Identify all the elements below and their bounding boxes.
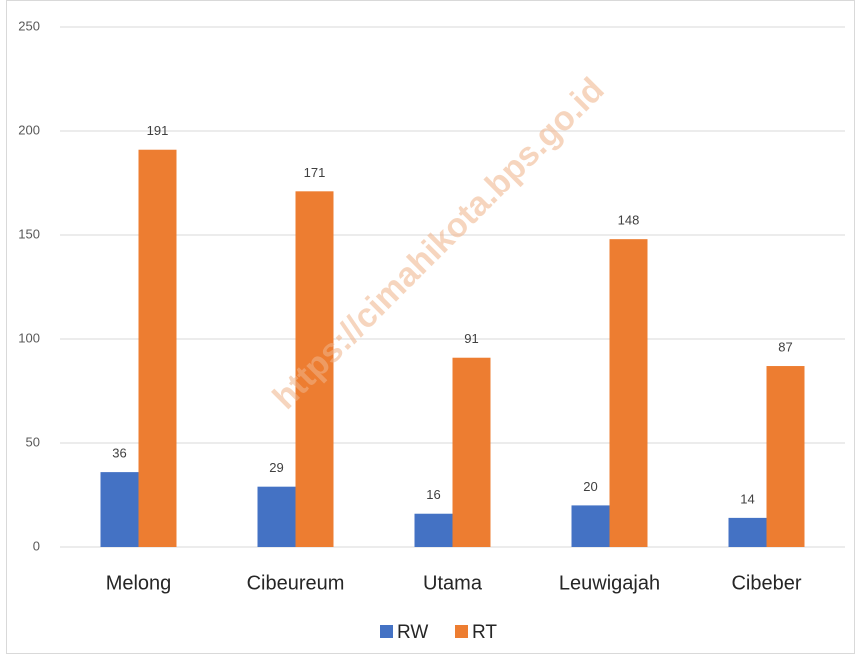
- bar: [452, 357, 491, 547]
- data-label: 191: [147, 123, 169, 138]
- bar: [138, 149, 177, 547]
- chart-border: [6, 0, 855, 654]
- y-tick-label: 150: [18, 226, 40, 241]
- bar: [257, 486, 296, 547]
- bar: [414, 513, 453, 547]
- y-tick-label: 0: [33, 538, 40, 553]
- data-label: 36: [112, 446, 126, 461]
- data-label: 148: [618, 213, 640, 228]
- x-tick-label: Melong: [106, 572, 172, 594]
- data-label: 29: [269, 460, 283, 475]
- bar: [571, 505, 610, 547]
- y-tick-label: 200: [18, 122, 40, 137]
- legend-label: RT: [472, 622, 497, 643]
- bar: [100, 472, 139, 547]
- y-tick-label: 50: [26, 434, 40, 449]
- bar: [295, 191, 334, 547]
- x-tick-label: Utama: [423, 572, 483, 594]
- x-tick-label: Cibeber: [731, 572, 801, 594]
- legend-swatch: [455, 625, 468, 638]
- y-tick-label: 250: [18, 18, 40, 33]
- legend-label: RW: [397, 622, 428, 643]
- bar: [766, 366, 805, 547]
- data-label: 14: [740, 491, 754, 506]
- data-label: 171: [304, 165, 326, 180]
- data-label: 87: [778, 339, 792, 354]
- bar: [728, 517, 767, 547]
- data-label: 91: [464, 331, 478, 346]
- data-label: 16: [426, 487, 440, 502]
- x-tick-label: Leuwigajah: [559, 572, 660, 594]
- data-label: 20: [583, 479, 597, 494]
- legend-swatch: [380, 625, 393, 638]
- x-tick-label: Cibeureum: [247, 572, 345, 594]
- y-tick-label: 100: [18, 330, 40, 345]
- bar: [609, 239, 648, 547]
